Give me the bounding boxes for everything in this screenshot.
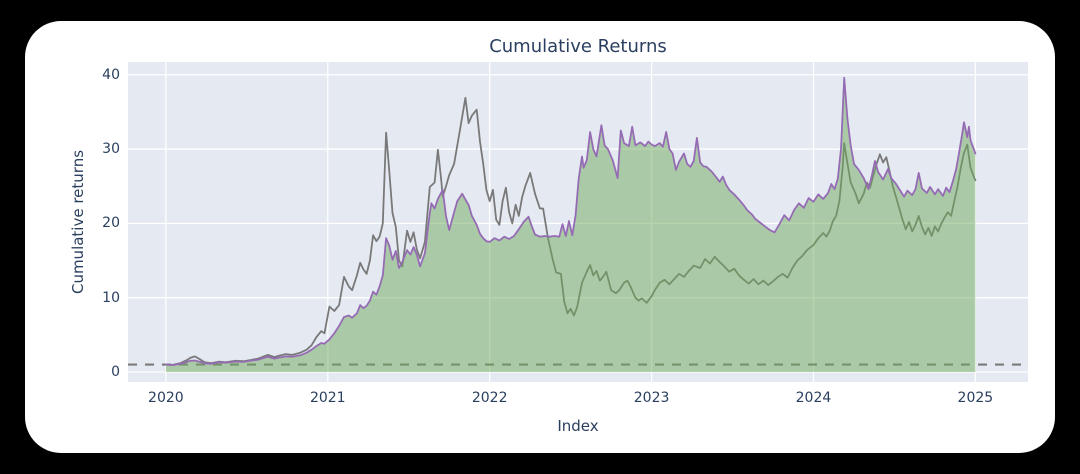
y-tick-label-20: 20 — [102, 215, 120, 232]
x-tick-label-2023: 2023 — [633, 390, 670, 406]
y-tick-label-10: 10 — [102, 289, 120, 306]
x-tick-label-2024: 2024 — [795, 390, 832, 406]
x-tick-label-2022: 2022 — [471, 390, 508, 406]
y-axis-title: Cumulative returns — [69, 149, 87, 295]
chart-canvas[interactable] — [128, 62, 1028, 382]
x-tick-label-2025: 2025 — [957, 390, 994, 406]
purple-series-line — [165, 76, 977, 367]
plot-area[interactable] — [128, 62, 1028, 382]
green-fill-area — [165, 77, 976, 373]
y-tick-label-0: 0 — [111, 363, 120, 380]
chart-card: Cumulative Returns 0 10 20 30 40 2020 2021 202… — [25, 21, 1055, 453]
y-tick-label-40: 40 — [102, 66, 120, 83]
chart-title: Cumulative Returns — [489, 36, 667, 57]
y-tick-label-30: 30 — [102, 141, 120, 158]
x-tick-label-2020: 2020 — [148, 390, 184, 406]
x-axis-title: Index — [557, 417, 599, 435]
x-tick-label-2021: 2021 — [309, 390, 346, 406]
